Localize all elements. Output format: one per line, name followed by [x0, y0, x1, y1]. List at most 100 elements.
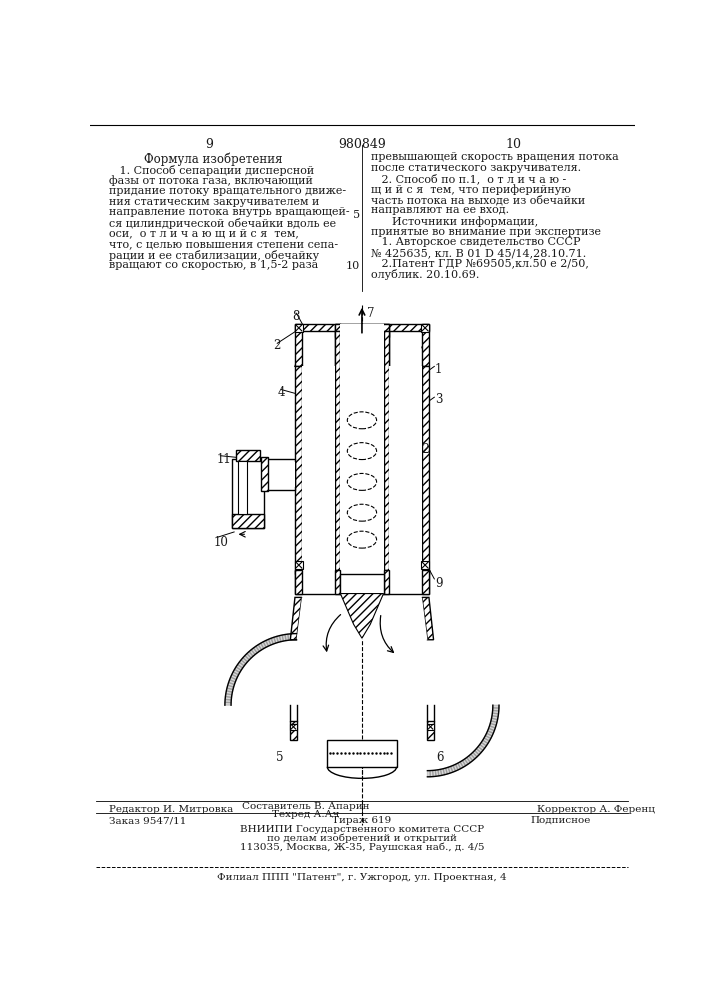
Polygon shape: [279, 635, 284, 642]
Polygon shape: [232, 672, 238, 677]
Polygon shape: [226, 688, 233, 692]
Polygon shape: [464, 758, 470, 764]
Polygon shape: [236, 665, 243, 670]
Text: направление потока внутрь вращающей-: направление потока внутрь вращающей-: [110, 207, 350, 217]
Polygon shape: [486, 731, 493, 736]
Polygon shape: [225, 697, 231, 700]
Bar: [335, 331, 340, 574]
Bar: [422, 570, 429, 594]
Bar: [302, 366, 335, 574]
Bar: [232, 514, 264, 528]
Bar: [295, 324, 429, 331]
Polygon shape: [490, 721, 497, 725]
Polygon shape: [225, 699, 231, 703]
Bar: [295, 366, 302, 574]
Text: 2. Способ по п.1,  о т л и ч а ю -: 2. Способ по п.1, о т л и ч а ю -: [371, 174, 566, 184]
Text: 2: 2: [274, 339, 281, 352]
Text: 9: 9: [435, 577, 443, 590]
Polygon shape: [225, 702, 231, 705]
Text: 1: 1: [435, 363, 443, 376]
Text: принятые во внимание при экспертизе: принятые во внимание при экспертизе: [371, 227, 601, 237]
Text: 8: 8: [293, 310, 300, 323]
Polygon shape: [474, 749, 481, 755]
Polygon shape: [263, 641, 269, 647]
Bar: [422, 366, 429, 574]
Polygon shape: [254, 646, 259, 653]
Bar: [261, 457, 268, 491]
Bar: [389, 366, 422, 574]
Polygon shape: [458, 762, 463, 769]
Polygon shape: [282, 635, 286, 641]
Text: щ и й с я  тем, что периферийную: щ и й с я тем, что периферийную: [371, 184, 571, 195]
Polygon shape: [489, 723, 496, 728]
Polygon shape: [258, 643, 264, 650]
Polygon shape: [493, 708, 499, 711]
Text: 6: 6: [437, 751, 444, 764]
Polygon shape: [285, 634, 288, 641]
Text: придание потоку вращательного движе-: придание потоку вращательного движе-: [110, 186, 346, 196]
Polygon shape: [448, 766, 452, 773]
Ellipse shape: [347, 443, 377, 460]
Text: Подписное: Подписное: [530, 816, 590, 825]
Text: олублик. 20.10.69.: олублик. 20.10.69.: [371, 269, 479, 280]
Text: Составитель В. Апарин: Составитель В. Апарин: [242, 802, 370, 811]
Polygon shape: [239, 660, 246, 666]
Ellipse shape: [347, 504, 377, 521]
Bar: [340, 337, 383, 574]
Ellipse shape: [347, 412, 377, 429]
Bar: [422, 324, 429, 366]
Text: 1. Способ сепарации дисперсной: 1. Способ сепарации дисперсной: [110, 165, 315, 176]
Polygon shape: [245, 654, 251, 660]
Polygon shape: [256, 645, 262, 651]
Polygon shape: [296, 597, 428, 640]
Bar: [232, 459, 264, 528]
Polygon shape: [276, 636, 281, 642]
Polygon shape: [489, 726, 496, 731]
Ellipse shape: [347, 531, 377, 548]
Bar: [340, 574, 383, 594]
Bar: [383, 324, 389, 337]
Polygon shape: [491, 716, 498, 720]
Polygon shape: [443, 768, 448, 775]
Text: Формула изобретения: Формула изобретения: [144, 152, 283, 166]
Polygon shape: [266, 639, 271, 646]
Text: ния статическим закручивателем и: ния статическим закручивателем и: [110, 197, 320, 207]
Polygon shape: [460, 761, 466, 767]
Text: 2.Патент ГДР №69505,кл.50 е 2/50,: 2.Патент ГДР №69505,кл.50 е 2/50,: [371, 259, 589, 269]
Polygon shape: [492, 710, 498, 714]
Polygon shape: [480, 742, 486, 748]
Bar: [421, 561, 429, 569]
Polygon shape: [340, 337, 354, 376]
Text: 113035, Москва, Ж-35, Раушская наб., д. 4/5: 113035, Москва, Ж-35, Раушская наб., д. …: [240, 842, 484, 852]
Text: направляют на ее вход.: направляют на ее вход.: [371, 205, 509, 215]
Polygon shape: [471, 752, 477, 759]
Polygon shape: [453, 764, 458, 771]
Polygon shape: [455, 763, 461, 770]
Polygon shape: [261, 642, 266, 649]
Bar: [295, 561, 303, 569]
Polygon shape: [235, 667, 241, 672]
Polygon shape: [445, 767, 450, 774]
Bar: [291, 721, 296, 740]
Polygon shape: [438, 769, 442, 776]
Bar: [340, 324, 383, 337]
Polygon shape: [249, 650, 255, 656]
Polygon shape: [291, 634, 294, 640]
Text: ся цилиндрической обечайки вдоль ее: ся цилиндрической обечайки вдоль ее: [110, 218, 337, 229]
Bar: [295, 324, 303, 332]
Polygon shape: [271, 637, 276, 644]
Bar: [295, 570, 302, 594]
Text: Филиал ППП "Патент", г. Ужгород, ул. Проектная, 4: Филиал ППП "Патент", г. Ужгород, ул. Про…: [217, 873, 507, 882]
Polygon shape: [230, 677, 236, 682]
Bar: [428, 724, 433, 730]
Polygon shape: [230, 675, 238, 680]
Polygon shape: [430, 770, 433, 777]
Text: 12: 12: [416, 443, 431, 456]
Text: 9: 9: [206, 138, 214, 151]
Polygon shape: [469, 754, 475, 761]
Text: часть потока на выходе из обечайки: часть потока на выходе из обечайки: [371, 195, 585, 205]
Text: рации и ее стабилизации, обечайку: рации и ее стабилизации, обечайку: [110, 250, 320, 261]
Bar: [421, 324, 429, 332]
Bar: [335, 324, 340, 337]
Polygon shape: [241, 658, 247, 664]
